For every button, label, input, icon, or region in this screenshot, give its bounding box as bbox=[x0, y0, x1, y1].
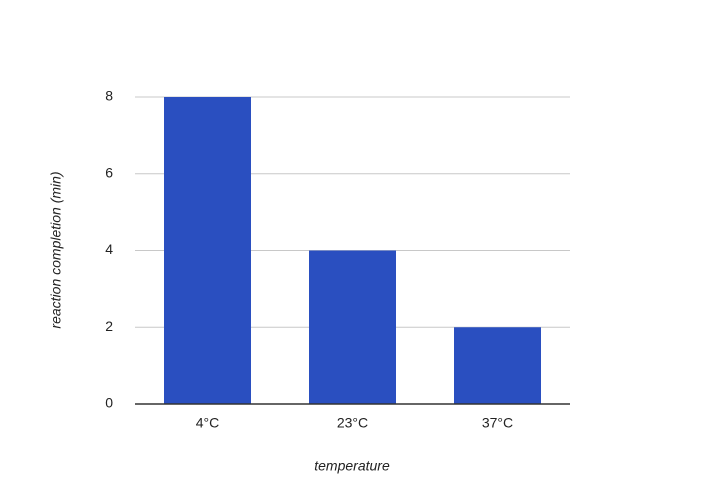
y-tick-label: 8 bbox=[105, 88, 113, 104]
bar bbox=[309, 250, 396, 404]
y-tick-label: 2 bbox=[105, 318, 113, 334]
x-tick-label: 4°C bbox=[196, 415, 220, 431]
y-axis-label: reaction completion (min) bbox=[48, 171, 64, 328]
y-tick-label: 6 bbox=[105, 164, 113, 180]
x-tick-label: 23°C bbox=[337, 415, 368, 431]
bar bbox=[454, 327, 541, 404]
bar bbox=[164, 97, 251, 404]
x-axis-label: temperature bbox=[314, 458, 390, 474]
y-tick-label: 4 bbox=[105, 241, 113, 257]
y-tick-label: 0 bbox=[105, 395, 113, 411]
x-tick-label: 37°C bbox=[482, 415, 513, 431]
